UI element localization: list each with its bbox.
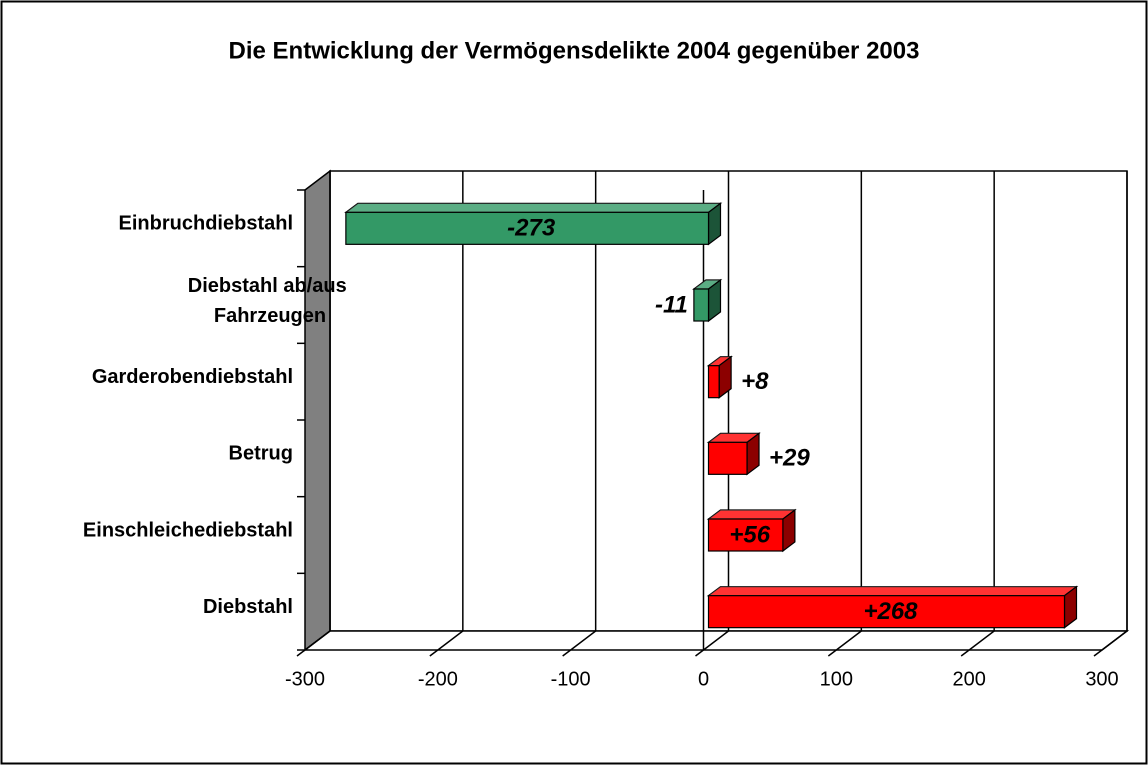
- y-tick-label: Diebstahl: [203, 596, 293, 618]
- x-tick-label: -200: [418, 668, 458, 690]
- grid-line: [703, 630, 729, 651]
- bar-side-shade: [1064, 586, 1077, 628]
- x-tick-label: -100: [551, 668, 591, 690]
- bar-group: [706, 508, 797, 553]
- grid-line: [968, 630, 995, 651]
- bar: [707, 518, 784, 552]
- y-tick-label: Einbruchdiebstahl: [119, 213, 293, 235]
- x-tick-label: 300: [1085, 668, 1118, 690]
- data-label: +8: [741, 368, 769, 395]
- bar: [693, 288, 710, 322]
- grid-line: [304, 630, 331, 651]
- bar-group: [706, 432, 761, 476]
- bar-top-shade: [345, 203, 721, 213]
- tick-mark: [1093, 649, 1103, 657]
- bar-top-shade: [708, 356, 732, 366]
- grid-line: [835, 630, 862, 651]
- data-label: +56: [729, 521, 770, 548]
- y-tick-label: Einschleichediebstahl: [83, 519, 293, 541]
- x-tick-label: 100: [820, 668, 853, 690]
- bar: [707, 595, 1066, 629]
- bar-side-shade: [747, 433, 760, 475]
- y-tick-label: Garderobendiebstahl: [92, 366, 293, 388]
- data-label: -11: [655, 291, 688, 318]
- bar-group: [706, 355, 733, 399]
- x-tick-label: -300: [285, 668, 325, 690]
- bar-top-shade: [708, 586, 1077, 596]
- data-label: +268: [863, 598, 918, 625]
- tick-mark: [695, 649, 704, 657]
- tick-mark: [960, 649, 970, 657]
- data-label: +29: [769, 445, 810, 472]
- bar: [707, 365, 720, 399]
- data-label: -273: [507, 215, 556, 242]
- bar-top-shade: [693, 280, 721, 289]
- bar-group: [706, 585, 1079, 629]
- bar-top-shade: [708, 433, 760, 443]
- tick-mark: [429, 649, 439, 657]
- x-tick-label: 0: [698, 668, 709, 690]
- tick-mark: [562, 649, 572, 657]
- x-tick-label: 200: [952, 668, 985, 690]
- bar-group: [344, 202, 723, 246]
- y-tick-label: Betrug: [229, 443, 293, 465]
- y-tick-label: Diebstahl ab/aus Fahrzeugen: [188, 275, 353, 327]
- bar-side-shade: [719, 356, 732, 398]
- chart-title: Die Entwicklung der Vermögensdelikte 200…: [229, 37, 920, 64]
- bar-side-shade: [708, 280, 721, 321]
- grid-line: [1101, 630, 1128, 651]
- bar-top-shade: [708, 510, 795, 519]
- tick-mark: [296, 649, 306, 657]
- bar: [345, 211, 710, 245]
- grid-line: [570, 630, 597, 651]
- grid-line: [437, 630, 464, 651]
- bar-side-shade: [708, 203, 721, 245]
- bar-group: [692, 278, 723, 323]
- bar: [707, 441, 748, 475]
- bar-side-shade: [782, 510, 795, 551]
- plot-side-wall: [304, 169, 331, 652]
- tick-mark: [827, 649, 837, 657]
